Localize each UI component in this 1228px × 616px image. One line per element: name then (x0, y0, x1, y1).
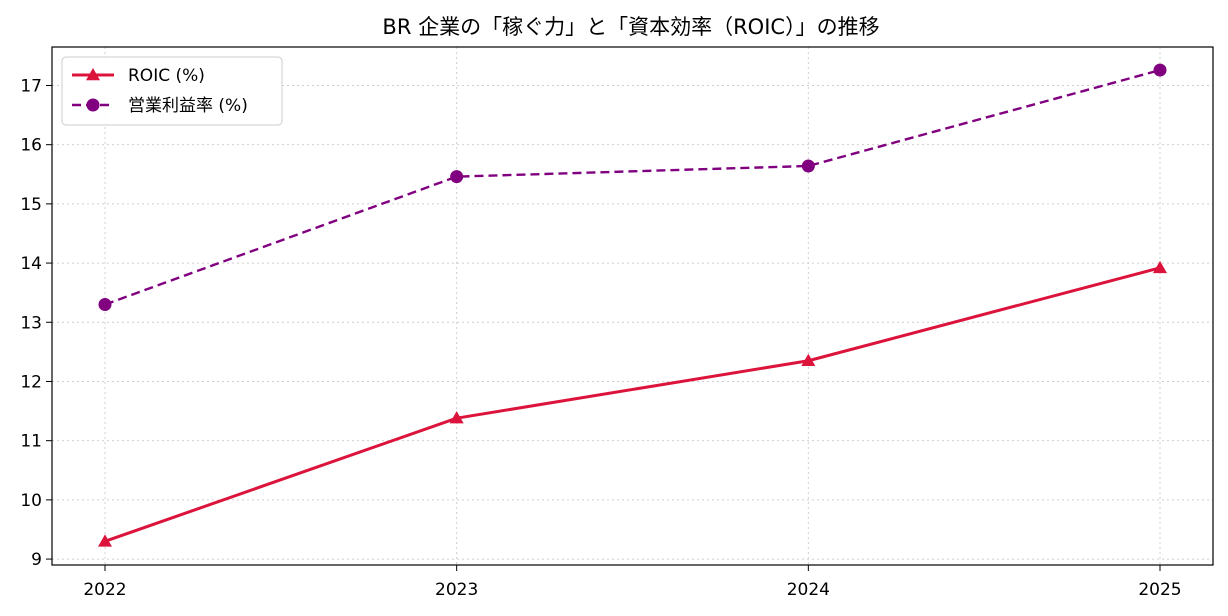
grid-layer (52, 47, 1213, 565)
y-tick-label: 14 (20, 254, 42, 274)
plot-frame (51, 46, 1214, 566)
series-layer (98, 63, 1167, 547)
legend: ROIC (%) 営業利益率 (%) (61, 56, 283, 126)
legend-label-roic: ROIC (%) (128, 66, 205, 86)
data-point-roic (801, 353, 816, 367)
data-point-operating-margin (1153, 63, 1167, 77)
data-point-roic (98, 534, 112, 547)
data-point-roic (1153, 260, 1167, 274)
series-line-roic (104, 266, 1161, 543)
legend-marker-operating-margin (86, 98, 100, 112)
x-tick-label: 2023 (435, 580, 478, 600)
legend-box (61, 56, 283, 126)
data-point-operating-margin (801, 159, 815, 173)
y-tick-label: 9 (31, 550, 42, 570)
y-tick-label: 11 (20, 432, 42, 452)
data-point-operating-margin (98, 298, 112, 312)
data-point-operating-margin (450, 170, 464, 184)
y-tick-label: 12 (20, 372, 42, 392)
y-tick-label: 16 (20, 136, 42, 156)
y-tick-label: 10 (20, 491, 42, 511)
y-tick-label: 13 (20, 313, 42, 333)
chart-title: BR 企業の「稼ぐ力」と「資本効率（ROIC）」の推移 (382, 15, 879, 39)
legend-marker-roic (86, 68, 100, 81)
y-tick-label: 15 (20, 195, 42, 215)
series-roic (98, 260, 1167, 547)
x-tick-label: 2022 (83, 580, 126, 600)
axis-layer: 2022 2023 2024 2025 9 10 11 12 13 14 15 16 17 (20, 76, 1181, 600)
series-operating-margin (98, 63, 1167, 312)
y-tick-label: 17 (20, 76, 42, 96)
legend-label-operating-margin: 営業利益率 (%) (128, 96, 248, 116)
series-line-operating-margin (104, 68, 1161, 306)
data-point-roic (449, 411, 464, 424)
x-tick-label: 2025 (1138, 580, 1181, 600)
x-tick-label: 2024 (787, 580, 830, 600)
